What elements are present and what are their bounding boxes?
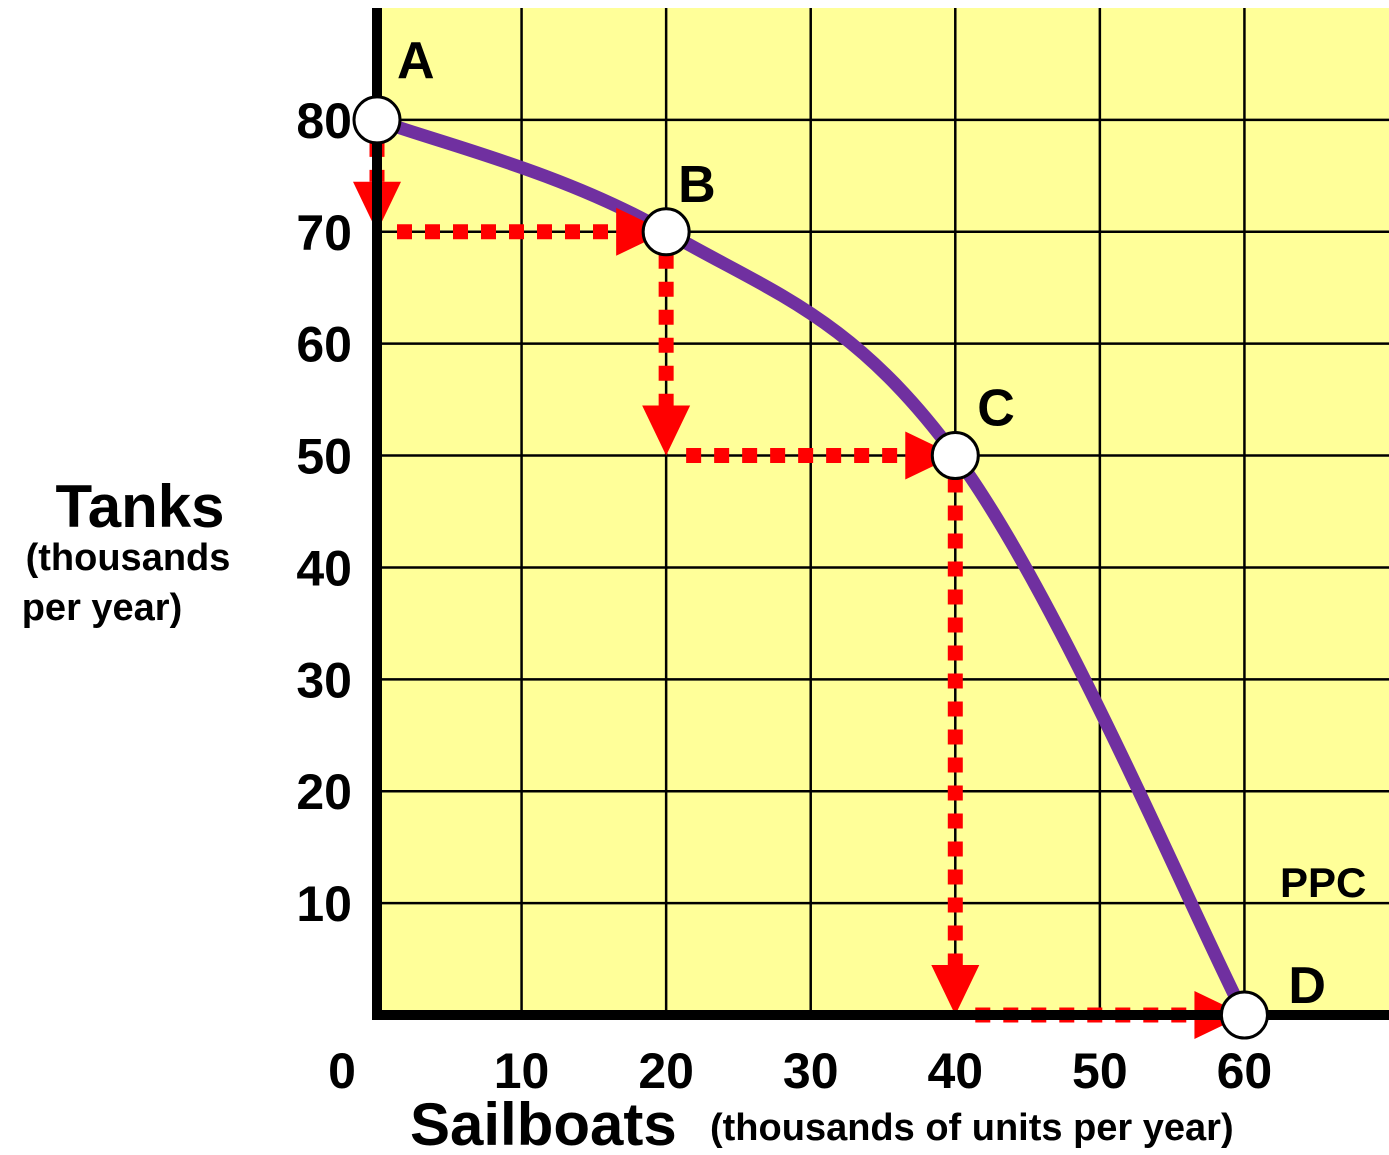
y-axis-subtitle-line1: (thousands <box>26 537 231 579</box>
plot-background <box>377 8 1389 1015</box>
y-tick-label: 70 <box>296 205 352 261</box>
y-tick-label: 60 <box>296 317 352 373</box>
arrow-head-2 <box>642 405 691 456</box>
ppc-curve-layer <box>370 113 1251 1022</box>
y-tick-label: 30 <box>296 652 352 708</box>
x-tick-label: 40 <box>927 1043 983 1099</box>
y-tick-label: 50 <box>296 429 352 485</box>
y-tick-label: 40 <box>296 540 352 596</box>
arrow-head-3 <box>905 431 956 480</box>
x-tick-label: 60 <box>1217 1043 1273 1099</box>
y-tick-label: 80 <box>296 93 352 149</box>
point-B <box>641 207 691 257</box>
ppc-curve <box>370 113 1251 1022</box>
point-label-A: A <box>397 32 435 90</box>
point-label-C: C <box>977 380 1015 438</box>
point-D <box>1219 990 1269 1040</box>
x-axis-title: Sailboats <box>410 1091 677 1155</box>
origin-label: 0 <box>328 1043 356 1099</box>
y-tick-label: 10 <box>296 876 352 932</box>
grid-lines <box>377 8 1389 1015</box>
point-C <box>930 431 980 481</box>
arrow-head-4 <box>931 965 980 1015</box>
ppc-points: A B C D <box>352 32 1326 1040</box>
x-tick-label: 50 <box>1072 1043 1128 1099</box>
axes <box>372 8 1389 1020</box>
point-label-B: B <box>678 156 716 214</box>
point-label-D: D <box>1288 957 1326 1015</box>
arrow-head-1 <box>616 207 667 256</box>
ppc-label: PPC <box>1280 859 1366 906</box>
tick-labels: 0 10 20 30 40 50 60 10 20 30 40 50 60 70 80 <box>296 93 1272 1099</box>
x-tick-label: 30 <box>783 1043 839 1099</box>
y-tick-label: 20 <box>296 764 352 820</box>
x-tick-label: 20 <box>638 1043 694 1099</box>
x-tick-label: 10 <box>494 1043 550 1099</box>
x-axis-subtitle: (thousands of units per year) <box>710 1107 1234 1149</box>
y-axis-subtitle-line2: per year) <box>22 587 183 629</box>
point-A <box>352 95 402 145</box>
y-axis-title: Tanks <box>56 473 225 540</box>
